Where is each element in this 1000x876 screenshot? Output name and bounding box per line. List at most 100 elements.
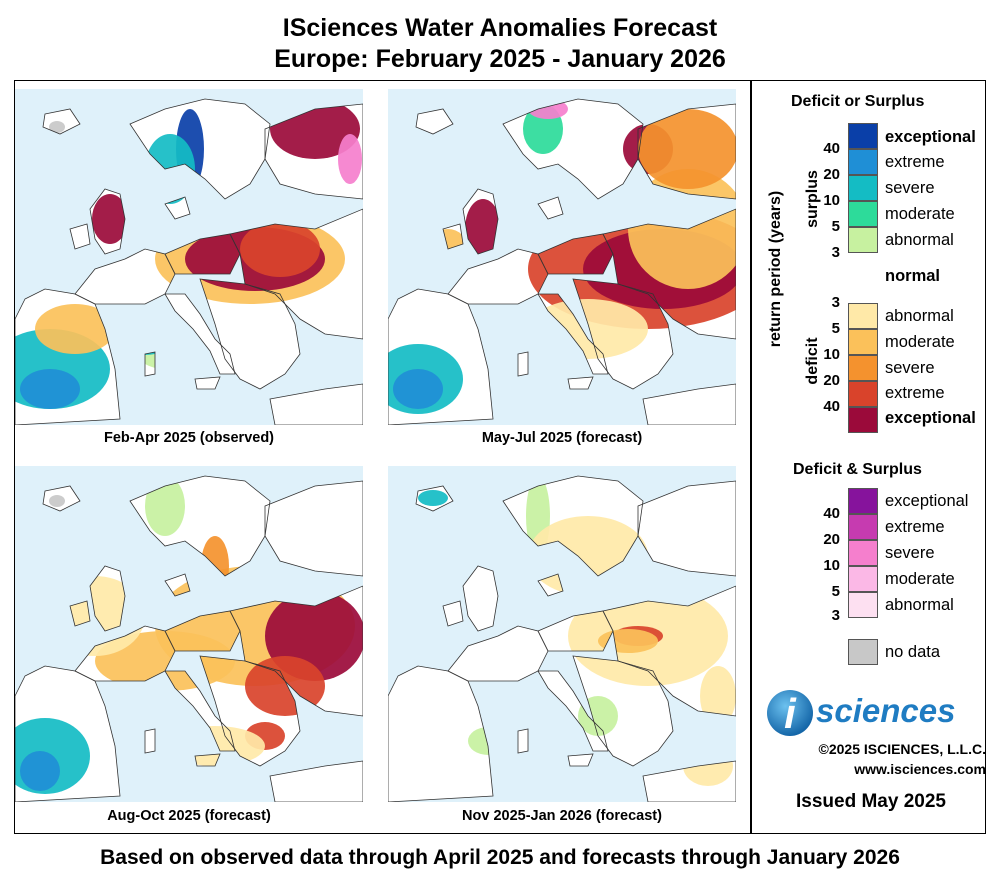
country-border [42, 108, 81, 135]
anomaly-area [20, 369, 80, 409]
country-border [269, 760, 363, 802]
figure-subtitle: Europe: February 2025 - January 2026 [274, 45, 726, 73]
anomaly-area [700, 666, 736, 726]
surplus-threshold-20: 20 [823, 166, 840, 183]
country-border [567, 376, 594, 390]
land-region [265, 481, 363, 576]
country-border [517, 728, 529, 754]
country-border [537, 196, 564, 220]
europe-map-svg [388, 98, 736, 425]
map-caption-nov-jan: Nov 2025-Jan 2026 (forecast) [462, 808, 662, 824]
swatch-deficit-extreme [848, 381, 878, 407]
surplus-threshold-10: 10 [823, 192, 840, 209]
country-border [502, 475, 644, 577]
country-border [144, 728, 156, 754]
anomaly-area [638, 109, 736, 189]
both-threshold-40: 40 [823, 505, 840, 522]
anomaly-area [92, 194, 128, 244]
swatch-deficit-abnormal [848, 303, 878, 329]
label-both-exceptional: exceptional [885, 492, 969, 510]
swatch-surplus-exceptional [848, 123, 878, 149]
country-border [462, 565, 499, 632]
anomaly-area [683, 746, 733, 786]
country-border [164, 670, 236, 752]
anomaly-area [165, 726, 265, 766]
land-region [448, 249, 548, 304]
land-region [270, 384, 363, 425]
label-deficit-exceptional: exceptional [885, 409, 976, 427]
country-border [164, 293, 236, 375]
anomaly-area [528, 99, 568, 119]
country-border [199, 655, 301, 767]
country-border [442, 223, 464, 250]
country-border [517, 351, 529, 377]
country-border [462, 188, 499, 255]
country-border [502, 98, 644, 200]
swatch-no-data [848, 639, 878, 665]
legend-surplus-label: surplus [804, 170, 821, 228]
anomaly-area [465, 199, 501, 259]
surplus-threshold-40: 40 [823, 140, 840, 157]
label-deficit-severe: severe [885, 359, 935, 377]
both-threshold-10: 10 [823, 557, 840, 574]
label-no-data: no data [885, 643, 941, 661]
swatch-deficit-severe [848, 355, 878, 381]
anomaly-area [115, 323, 175, 355]
deficit-threshold-5: 5 [831, 320, 840, 337]
country-border [129, 475, 271, 577]
land-region [518, 729, 528, 753]
land-region [145, 729, 155, 753]
label-deficit-moderate: moderate [885, 333, 955, 351]
anomaly-area [145, 134, 195, 204]
website[interactable]: www.isciences.com [854, 761, 986, 777]
country-border [264, 103, 363, 200]
anomaly-area [35, 304, 115, 354]
figure-footer: Based on observed data through April 202… [100, 846, 900, 869]
map-panel-aug-oct [15, 466, 363, 802]
country-border [642, 760, 736, 802]
land-region [568, 377, 593, 389]
swatch-deficit-moderate [848, 329, 878, 355]
anomaly-area [528, 516, 648, 596]
swatch-both-abnormal [848, 592, 878, 618]
issued-date: Issued May 2025 [796, 791, 946, 812]
country-border [567, 753, 594, 767]
land-region [443, 601, 463, 626]
country-border [637, 103, 736, 200]
logo-globe-icon [767, 690, 813, 736]
country-border [194, 376, 221, 390]
country-border [388, 288, 494, 425]
label-surplus-moderate: moderate [885, 205, 955, 223]
map-panel-nov-jan [388, 466, 736, 802]
label-surplus-abnormal: abnormal [885, 231, 954, 249]
deficit-threshold-3: 3 [831, 294, 840, 311]
swatch-both-extreme [848, 514, 878, 540]
label-surplus-severe: severe [885, 179, 935, 197]
land-region [195, 377, 220, 389]
europe-map-svg [15, 475, 363, 802]
map-panel-feb-apr [15, 89, 363, 425]
country-border [572, 278, 674, 390]
europe-map-svg [388, 475, 736, 802]
country-border [164, 573, 191, 597]
swatch-surplus-severe [848, 175, 878, 201]
anomaly-area [393, 369, 443, 409]
country-border [15, 288, 121, 425]
country-border [15, 665, 121, 802]
both-threshold-5: 5 [831, 583, 840, 600]
label-deficit-extreme: extreme [885, 384, 945, 402]
country-border [442, 600, 464, 627]
anomaly-area [598, 629, 658, 653]
map-caption-feb-apr: Feb-Apr 2025 (observed) [103, 430, 275, 446]
swatch-deficit-exceptional [848, 407, 878, 433]
anomaly-area [135, 329, 195, 369]
country-border [194, 753, 221, 767]
label-deficit-abnormal: abnormal [885, 307, 954, 325]
map-caption-may-jul: May-Jul 2025 (forecast) [481, 430, 643, 446]
land-region [75, 249, 175, 304]
country-border [144, 351, 156, 377]
anomaly-area [49, 495, 65, 507]
swatch-both-severe [848, 540, 878, 566]
country-border [537, 610, 614, 652]
legend-divider [750, 80, 752, 834]
